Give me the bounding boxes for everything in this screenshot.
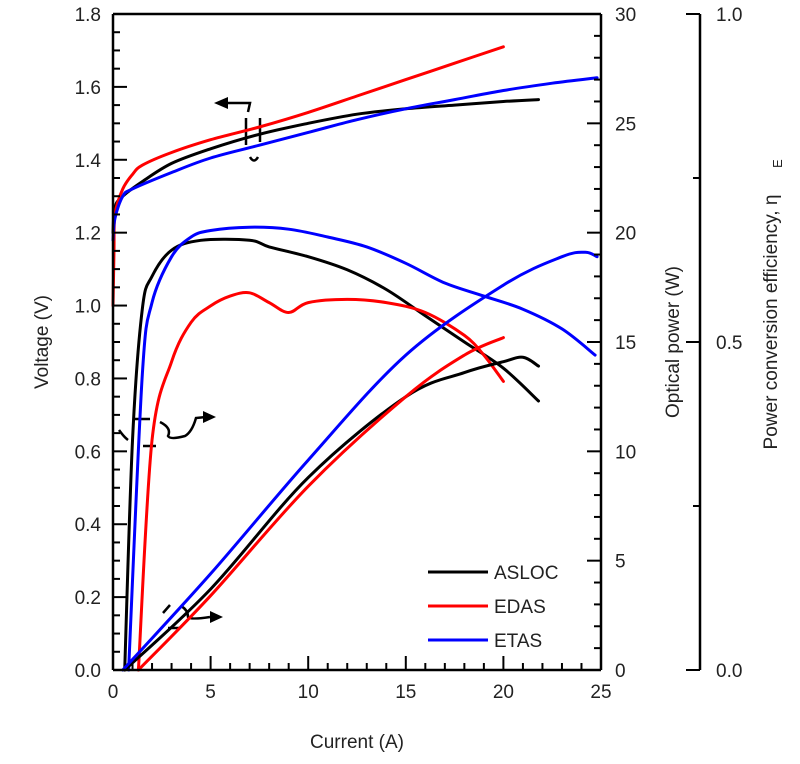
- voltage-axis-title: Voltage (V): [32, 295, 53, 389]
- power-tick-label: 30: [615, 5, 636, 26]
- voltage-tick-label: 0.0: [75, 661, 101, 682]
- efficiency-axis-subscript: E: [770, 159, 785, 168]
- x-tick-label: 25: [590, 682, 611, 703]
- efficiency-tick-label: 0.5: [716, 333, 742, 354]
- x-tick-label: 0: [108, 682, 119, 703]
- voltage-tick-label: 1.2: [75, 224, 101, 245]
- arrow-right-icon: [117, 415, 207, 448]
- power-tick-label: 5: [615, 552, 626, 573]
- series-line-asloc-efficiency: [123, 237, 540, 672]
- arrow-left-icon: [223, 101, 262, 162]
- arrow-right-head-icon: [210, 611, 223, 623]
- x-tick-label: 5: [205, 682, 216, 703]
- legend-label-edas: EDAS: [494, 597, 546, 618]
- power-tick-label: 15: [615, 333, 636, 354]
- voltage-tick-label: 1.0: [75, 297, 101, 318]
- x-axis-title: Current (A): [310, 732, 404, 753]
- efficiency-axis-title: Power conversion efficiency, η: [761, 195, 782, 450]
- series-line-edas-power: [136, 336, 505, 672]
- series-layer: [111, 45, 599, 672]
- voltage-tick-label: 0.6: [75, 442, 101, 463]
- efficiency-tick-label: 0.0: [716, 661, 742, 682]
- voltage-tick-label: 1.4: [75, 151, 102, 172]
- x-tick-label: 20: [493, 682, 514, 703]
- series-line-edas-efficiency: [136, 291, 505, 672]
- efficiency-tick-label: 1.0: [716, 5, 742, 26]
- annotation-layer: [117, 97, 262, 630]
- voltage-tick-label: 0.4: [75, 515, 102, 536]
- series-line-etas-efficiency: [127, 225, 597, 672]
- series-line-edas-voltage: [111, 45, 505, 308]
- power-axis-title: Optical power (W): [663, 266, 684, 418]
- series-line-etas-voltage: [111, 76, 599, 242]
- series-line-asloc-voltage: [111, 98, 540, 235]
- voltage-tick-label: 1.8: [75, 5, 101, 26]
- legend: ASLOC EDAS ETAS: [428, 563, 558, 652]
- series-line-etas-power: [121, 250, 599, 672]
- arrow-right-head-icon: [203, 411, 216, 423]
- power-tick-label: 10: [615, 442, 636, 463]
- power-tick-label: 25: [615, 114, 636, 135]
- voltage-tick-label: 1.6: [75, 78, 101, 99]
- arrow-left-head-icon: [214, 97, 228, 109]
- legend-label-etas: ETAS: [494, 631, 542, 652]
- power-tick-label: 20: [615, 224, 636, 245]
- voltage-tick-label: 0.2: [75, 588, 101, 609]
- series-line-asloc-power: [123, 355, 540, 672]
- voltage-tick-label: 0.8: [75, 369, 101, 390]
- legend-label-asloc: ASLOC: [494, 563, 558, 584]
- power-tick-label: 0: [615, 661, 626, 682]
- x-tick-label: 10: [298, 682, 319, 703]
- x-tick-label: 15: [395, 682, 416, 703]
- axes-layer: 0 5 10 15 20 25 Current (A) 0.0 0.2 0.4 0.6 0.8 1.0 1…: [32, 5, 785, 753]
